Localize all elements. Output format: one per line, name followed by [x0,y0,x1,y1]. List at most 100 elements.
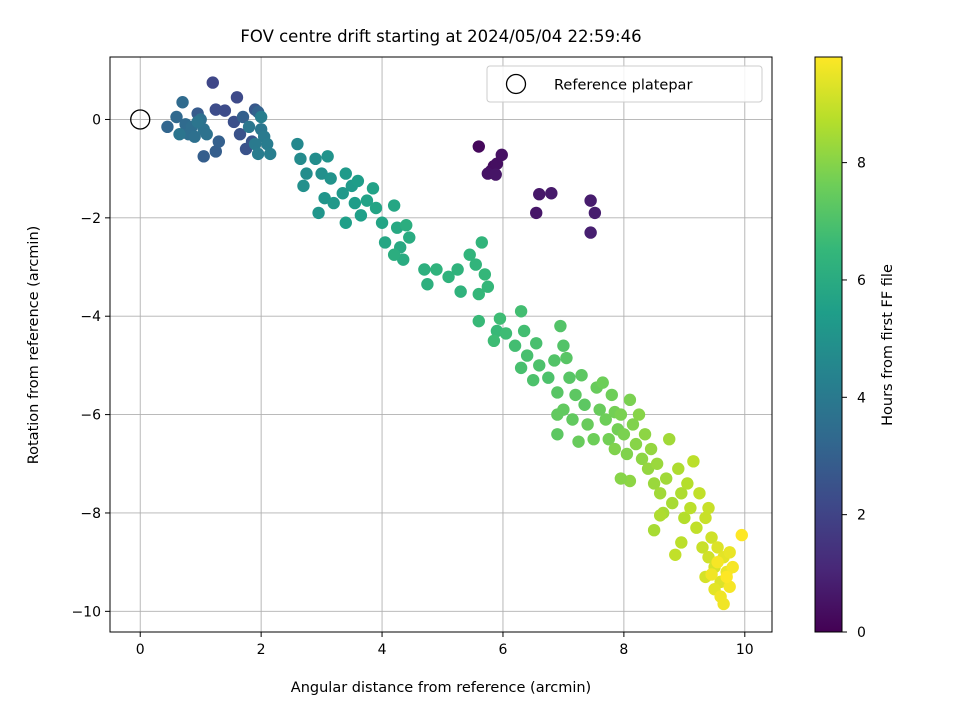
data-point [548,354,561,367]
data-point [705,568,718,581]
data-point [578,398,591,411]
data-point [551,386,564,399]
data-point [690,521,703,534]
data-point [711,541,724,554]
data-point [530,206,543,220]
reference-marker [130,109,151,130]
data-point [735,528,748,542]
data-point [545,187,558,200]
data-point [206,76,219,89]
y-tick-label: −8 [80,506,101,522]
data-point [161,120,174,134]
y-tick-label: −4 [80,309,101,325]
data-point [653,487,667,500]
data-point [309,152,322,166]
data-point [472,287,485,301]
data-point [650,457,664,470]
legend: Reference platepar [486,65,763,103]
data-point [635,452,649,466]
data-point [693,487,706,500]
data-point [454,285,467,298]
data-point [472,314,485,328]
data-point [315,167,328,180]
data-point [354,209,368,222]
data-point [248,137,262,151]
colorbar-tick-label: 8 [857,156,866,172]
data-point [572,435,585,448]
data-point [593,403,606,416]
data-point [569,388,582,402]
data-point [675,536,688,549]
data-point [300,167,313,180]
data-point [291,137,304,151]
data-point [251,147,265,161]
data-point [723,546,736,559]
data-point [209,145,222,158]
data-point [566,413,579,426]
y-tick-label: −10 [71,604,101,620]
data-point [587,432,600,446]
y-axis-ticks: 0 −2 −4 −6 −8 −10 [71,112,110,620]
data-point [236,110,250,124]
data-point [312,206,325,220]
data-point [687,455,700,468]
data-point [620,447,634,461]
data-point [493,312,507,325]
data-point [260,137,274,151]
data-point [339,167,352,180]
y-axis-label: Rotation from reference (arcmin) [26,226,42,465]
y-tick-label: −6 [80,408,101,424]
data-point [463,248,476,261]
colorbar-tick-label: 6 [857,273,866,289]
data-point [723,580,736,593]
data-point [481,280,495,293]
data-point [387,199,401,212]
data-point [551,428,564,441]
data-point [499,327,513,340]
data-point [351,174,365,188]
data-point [520,349,534,362]
data-point [653,509,667,522]
data-point [563,371,576,384]
data-point [617,428,631,441]
data-point [173,128,186,141]
data-point [369,201,383,215]
data-point [530,337,543,350]
data-point [684,501,697,515]
data-point [596,376,609,389]
colorbar-ticks: 0 2 4 6 8 [842,156,866,641]
data-point [626,418,640,431]
data-point [294,152,307,166]
data-point [702,501,715,515]
colorbar-label: Hours from first FF file [880,264,896,426]
data-point [605,388,618,402]
data-point [400,219,413,232]
data-point [321,150,334,163]
data-point [672,462,685,475]
data-point [584,226,597,239]
data-point [227,115,241,129]
data-point [430,263,443,276]
data-point [495,148,508,162]
data-point [233,128,247,141]
data-point [629,437,643,451]
data-point [647,523,661,537]
x-tick-label: 10 [736,642,754,658]
data-point [663,432,676,446]
data-point [218,104,232,117]
data-point [526,373,540,387]
data-point [557,339,570,352]
data-point [575,369,588,382]
data-point [517,324,531,338]
data-point [641,462,655,475]
data-point [475,236,489,249]
axes-frame [109,56,773,633]
data-point [666,496,679,510]
data-point [170,110,183,124]
data-point [726,560,739,574]
data-point [584,194,597,207]
x-tick-label: 8 [619,642,628,658]
data-point [588,206,602,220]
data-point [242,120,256,134]
